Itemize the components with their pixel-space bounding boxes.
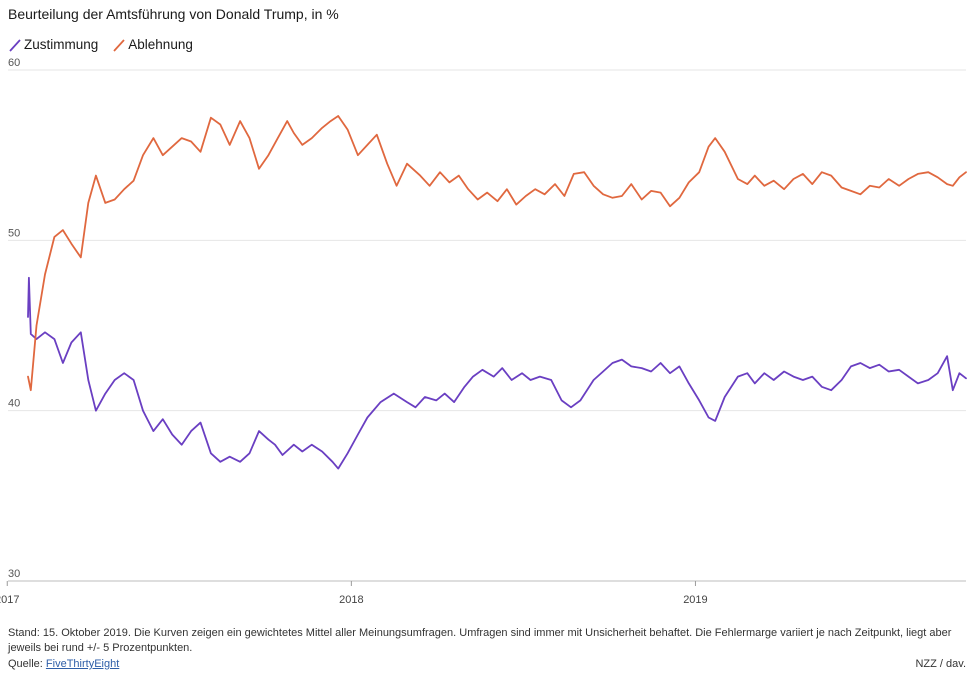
- legend-label-approve: Zustimmung: [24, 37, 99, 52]
- credit: NZZ / dav.: [915, 658, 966, 670]
- legend-swatch-disapprove: [113, 38, 125, 52]
- legend-item-approve: Zustimmung: [8, 37, 98, 52]
- source: Quelle: FiveThirtyEight: [8, 658, 119, 670]
- series-line-disapprove: [27, 115, 967, 392]
- legend-swatch-approve: [9, 38, 21, 52]
- y-tick-label: 60: [8, 57, 20, 69]
- series-lines: [27, 115, 967, 470]
- x-tick-label: 2019: [683, 594, 707, 606]
- legend-item-disapprove: Ablehnung: [112, 37, 193, 52]
- line-chart: 30 40 50 60 2017 2018 2019: [0, 57, 967, 606]
- x-axis-ticks: 2017 2018 2019: [0, 581, 708, 606]
- source-label: Quelle:: [8, 658, 43, 670]
- legend: Zustimmung Ablehnung: [8, 37, 193, 52]
- x-tick-label: 2018: [339, 594, 363, 606]
- y-tick-label: 30: [8, 568, 20, 580]
- grid-lines: [8, 69, 966, 582]
- legend-label-disapprove: Ablehnung: [128, 37, 193, 52]
- y-tick-label: 40: [8, 398, 20, 410]
- x-tick-label: 2017: [0, 594, 20, 606]
- chart-title: Beurteilung der Amtsführung von Donald T…: [8, 6, 339, 22]
- footnote: Stand: 15. Oktober 2019. Die Kurven zeig…: [8, 627, 952, 654]
- y-tick-label: 50: [8, 227, 20, 239]
- y-axis-ticks: 30 40 50 60: [8, 57, 20, 580]
- series-line-approve: [27, 276, 967, 470]
- source-link[interactable]: FiveThirtyEight: [45, 658, 120, 670]
